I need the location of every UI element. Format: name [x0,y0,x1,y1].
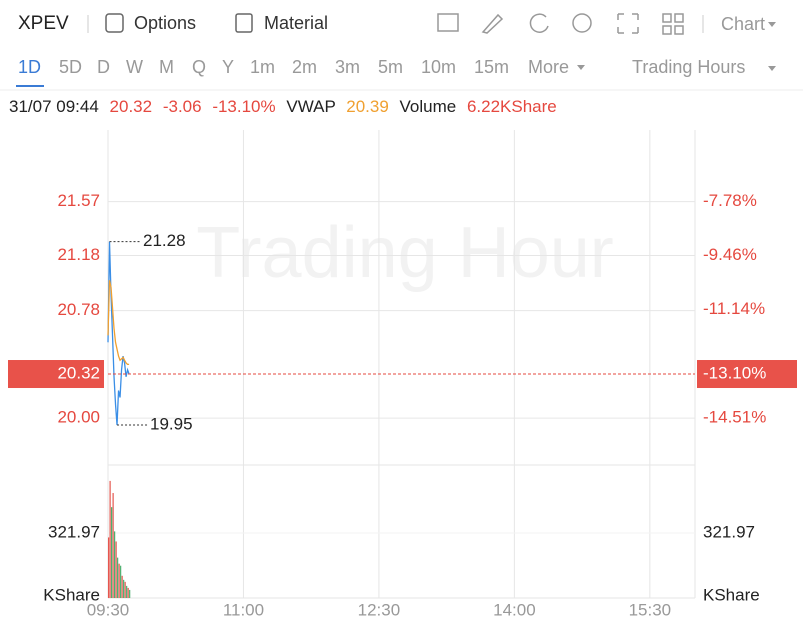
volume-bar [115,541,117,598]
y2-tick-label: -14.51% [703,408,766,427]
volume-bar [121,575,123,598]
options-button[interactable]: Options [134,13,196,33]
volume: 6.22KShare [467,97,557,116]
period-button[interactable]: D [97,57,110,77]
volume-bar [118,563,120,598]
watermark: Trading Hour [196,213,614,293]
fullscreen-icon[interactable] [617,13,639,34]
volume-bar [123,579,125,598]
session-select[interactable]: Trading Hours [632,57,745,77]
volume-unit: KShare [43,585,100,604]
y-tick-label: 20.00 [57,408,100,427]
info-line: 31/07 09:44 20.32 -3.06 -13.10% VWAP 20.… [9,97,557,116]
y2-tick-label: -9.46% [703,245,757,264]
x-tick-label: 15:30 [629,600,672,619]
dropdown-arrow [577,65,585,70]
period-button[interactable]: M [159,57,174,77]
indicator-icon[interactable] [437,13,459,32]
refresh-icon[interactable] [529,13,549,33]
last-pct-tag [697,360,797,389]
period-bar: 1D 5D D W M Q Y 1m 2m 3m 5m 10m 15m [16,57,509,87]
volume-bar [109,480,111,598]
volume-bar [117,557,119,598]
y2-tick-label: -7.78% [703,191,757,210]
period-button[interactable]: 2m [292,57,317,77]
period-button[interactable]: 5m [378,57,403,77]
price-line [107,241,130,426]
extreme-label: 21.28 [143,231,186,250]
vwap-label: VWAP [286,97,335,116]
x-tick-label: 12:30 [358,600,401,619]
volume-bar [120,565,122,598]
last-price-label: 20.32 [57,363,100,382]
period-button[interactable]: Q [192,57,206,77]
tool-icons [437,13,684,35]
y-tick-label: 20.78 [57,300,100,319]
period-button[interactable]: Y [222,57,234,77]
settings-icon[interactable] [572,13,592,33]
volume-tick-label: 321.97 [703,522,755,541]
period-button[interactable]: 5D [59,57,82,77]
period-button[interactable]: 3m [335,57,360,77]
price: 20.32 [110,97,153,116]
volume-tick-label: 321.97 [48,522,100,541]
y-tick-label: 21.18 [57,245,100,264]
material-button[interactable]: Material [264,13,328,33]
volume-bar [124,581,126,598]
vwap: 20.39 [346,97,389,116]
material-icon[interactable] [235,13,253,33]
period-button[interactable]: 15m [474,57,509,77]
symbol[interactable]: XPEV [18,13,69,34]
price-line [107,280,130,366]
y2-tick-label: -11.14% [703,299,765,318]
options-icon[interactable] [105,13,124,33]
draw-icon[interactable] [481,13,504,34]
change-pct: -13.10% [212,97,275,116]
volume-bar [112,493,114,598]
change: -3.06 [163,97,202,116]
period-button[interactable]: 1m [250,57,275,77]
dropdown-arrow [768,22,776,27]
volume-bar [126,585,128,598]
last-price-tag [8,360,104,389]
chart-menu[interactable]: Chart [721,14,765,34]
layout-icon[interactable] [662,13,684,35]
time: 31/07 09:44 [9,97,99,116]
period-button[interactable]: 1D [18,57,41,77]
x-tick-label: 09:30 [87,600,130,619]
volume-bar [111,507,113,598]
volume-bar [114,531,116,598]
more-button[interactable]: More [528,57,569,77]
period-button[interactable]: W [126,57,143,77]
extreme-label: 19.95 [150,415,193,434]
volume-bar [108,537,110,598]
last-pct-label: -13.10% [703,363,766,382]
y-tick-label: 21.57 [57,191,100,210]
period-button[interactable]: 10m [421,57,456,77]
x-tick-label: 11:00 [223,600,264,619]
volume-unit: KShare [703,585,760,604]
volume-bar [127,587,129,598]
plot: 09:30 11:00 12:30 14:00 15:30 21.57 21.18 20.78… [8,130,797,619]
volume-bar [129,589,131,598]
volume-label: Volume [400,97,457,116]
dropdown-arrow [768,66,776,71]
x-tick-label: 14:00 [493,600,536,619]
